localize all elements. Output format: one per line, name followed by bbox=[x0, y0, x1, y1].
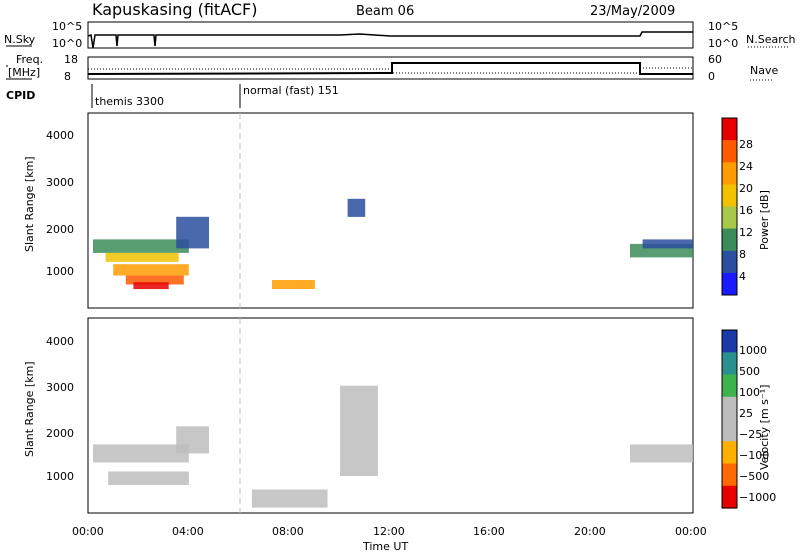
nsearch-tick-bottom: 10^0 bbox=[708, 37, 738, 50]
freq-trace bbox=[87, 62, 693, 75]
velocity-cbar-tick-100: 100 bbox=[739, 386, 760, 399]
power-patch bbox=[272, 280, 315, 289]
date-title: 23/May/2009 bbox=[590, 4, 675, 19]
x-tick-1600: 16:00 bbox=[473, 525, 505, 538]
velocity-ytick-4000: 4000 bbox=[46, 335, 74, 348]
power-cbar-swatch bbox=[722, 206, 737, 230]
freq-panel: Freq. [MHz] 18 8 60 0 Nave bbox=[6, 53, 778, 83]
x-tick-0400: 04:00 bbox=[172, 525, 204, 538]
velocity-cbar-swatch bbox=[722, 463, 737, 487]
velocity-cbar-tick-neg25: −25 bbox=[739, 428, 762, 441]
power-cbar-tick-24: 24 bbox=[739, 160, 753, 173]
velocity-ytick-2000: 2000 bbox=[46, 427, 74, 440]
power-patch bbox=[105, 252, 179, 262]
nsky-trace bbox=[87, 31, 693, 49]
velocity-ylabel: Slant Range [km] bbox=[23, 361, 36, 457]
power-panel: Slant Range [km] 4000 3000 2000 1000 bbox=[23, 112, 694, 309]
velocity-patch bbox=[630, 444, 693, 463]
velocity-cbar-tick-neg100: −100 bbox=[739, 449, 769, 462]
power-patch bbox=[642, 239, 693, 249]
power-cbar-swatch bbox=[722, 140, 737, 163]
power-ytick-2000: 2000 bbox=[46, 223, 74, 236]
power-cbar-tick-16: 16 bbox=[739, 204, 753, 217]
velocity-panel: Slant Range [km] 4000 3000 2000 1000 bbox=[23, 317, 694, 514]
nsky-tick-bottom: 10^0 bbox=[52, 37, 82, 50]
nsky-label: N.Sky bbox=[4, 33, 36, 46]
x-tick-1200: 12:00 bbox=[373, 525, 405, 538]
velocity-cbar-swatch bbox=[722, 352, 737, 376]
nave-tick-bottom: 0 bbox=[708, 70, 715, 83]
cpid-segment-1: themis 3300 bbox=[95, 95, 164, 108]
power-cbar-swatch bbox=[722, 228, 737, 252]
velocity-cbar-tick-neg500: −500 bbox=[739, 470, 769, 483]
power-cbar-tick-8: 8 bbox=[739, 248, 746, 261]
velocity-cbar-label: Velocity [m s⁻¹] bbox=[758, 385, 771, 470]
cpid-segment-2: normal (fast) 151 bbox=[243, 84, 339, 97]
power-cbar-swatch bbox=[722, 184, 737, 207]
power-patch bbox=[176, 216, 209, 249]
nsearch-tick-top: 10^5 bbox=[708, 20, 738, 33]
velocity-ytick-1000: 1000 bbox=[46, 470, 74, 483]
beam-title: Beam 06 bbox=[356, 4, 414, 19]
power-cbar-swatch bbox=[722, 250, 737, 274]
power-cbar-swatch bbox=[722, 272, 737, 296]
power-ytick-3000: 3000 bbox=[46, 176, 74, 189]
x-tick-0800: 08:00 bbox=[272, 525, 304, 538]
power-cbar-swatch bbox=[722, 162, 737, 185]
cpid-label: CPID bbox=[6, 89, 35, 102]
velocity-cbar-swatch bbox=[722, 441, 737, 465]
velocity-cbar-tick-neg1000: −1000 bbox=[739, 491, 776, 504]
velocity-patch bbox=[108, 471, 189, 485]
power-ytick-4000: 4000 bbox=[46, 129, 74, 142]
power-ytick-1000: 1000 bbox=[46, 265, 74, 278]
velocity-cbar-tick-25: 25 bbox=[739, 407, 753, 420]
x-tick-0000: 00:00 bbox=[72, 525, 104, 538]
velocity-patch bbox=[93, 444, 189, 463]
power-patch bbox=[93, 239, 189, 253]
power-patch bbox=[113, 264, 189, 276]
nsky-tick-top: 10^5 bbox=[52, 20, 82, 33]
velocity-patch bbox=[340, 385, 378, 476]
velocity-cbar-swatch bbox=[722, 419, 737, 442]
nave-label: Nave bbox=[750, 64, 778, 77]
freq-tick-bottom: 8 bbox=[64, 70, 71, 83]
velocity-cbar-tick-500: 500 bbox=[739, 365, 760, 378]
freq-label-1: Freq. bbox=[16, 53, 43, 66]
nave-trace bbox=[88, 67, 693, 74]
station-title: Kapuskasing (fitACF) bbox=[92, 0, 257, 19]
velocity-patches bbox=[93, 385, 693, 508]
nsky-panel: N.Sky 10^5 10^0 10^5 10^0 N.Search bbox=[4, 20, 796, 50]
velocity-cbar-swatch bbox=[722, 485, 737, 509]
freq-label-2: [MHz] bbox=[8, 66, 40, 79]
power-patch bbox=[133, 282, 169, 290]
x-axis-label: Time UT bbox=[362, 540, 408, 553]
velocity-patch bbox=[176, 426, 209, 454]
power-ylabel: Slant Range [km] bbox=[23, 156, 36, 252]
velocity-patch bbox=[251, 489, 328, 508]
velocity-cbar-swatch bbox=[722, 374, 737, 398]
power-patch bbox=[347, 198, 366, 217]
power-cbar-tick-20: 20 bbox=[739, 182, 753, 195]
cpid-panel: CPID themis 3300 normal (fast) 151 bbox=[6, 84, 339, 108]
power-patch bbox=[125, 275, 184, 285]
power-cbar-tick-28: 28 bbox=[739, 138, 753, 151]
nsearch-label: N.Search bbox=[746, 33, 796, 46]
velocity-cbar-tick-1000: 1000 bbox=[739, 344, 767, 357]
x-tick-2400: 00:00 bbox=[675, 525, 707, 538]
nave-tick-top: 60 bbox=[708, 53, 722, 66]
x-axis: 00:00 04:00 08:00 12:00 16:00 20:00 00:0… bbox=[72, 525, 707, 553]
velocity-cbar-swatch bbox=[722, 396, 737, 420]
velocity-colorbar: Velocity [m s⁻¹] 1000 500 100 25 −25 −10… bbox=[721, 329, 776, 509]
power-cbar-swatch bbox=[722, 118, 737, 141]
power-cbar-tick-4: 4 bbox=[739, 270, 746, 283]
x-tick-2000: 20:00 bbox=[574, 525, 606, 538]
velocity-cbar-swatch bbox=[722, 330, 737, 353]
velocity-ytick-3000: 3000 bbox=[46, 381, 74, 394]
freq-tick-top: 18 bbox=[64, 53, 78, 66]
power-colorbar: Power [dB] 28 24 20 16 12 8 4 bbox=[721, 117, 771, 296]
power-cbar-tick-12: 12 bbox=[739, 226, 753, 239]
power-cbar-label: Power [dB] bbox=[758, 190, 771, 250]
power-patches bbox=[93, 198, 693, 290]
